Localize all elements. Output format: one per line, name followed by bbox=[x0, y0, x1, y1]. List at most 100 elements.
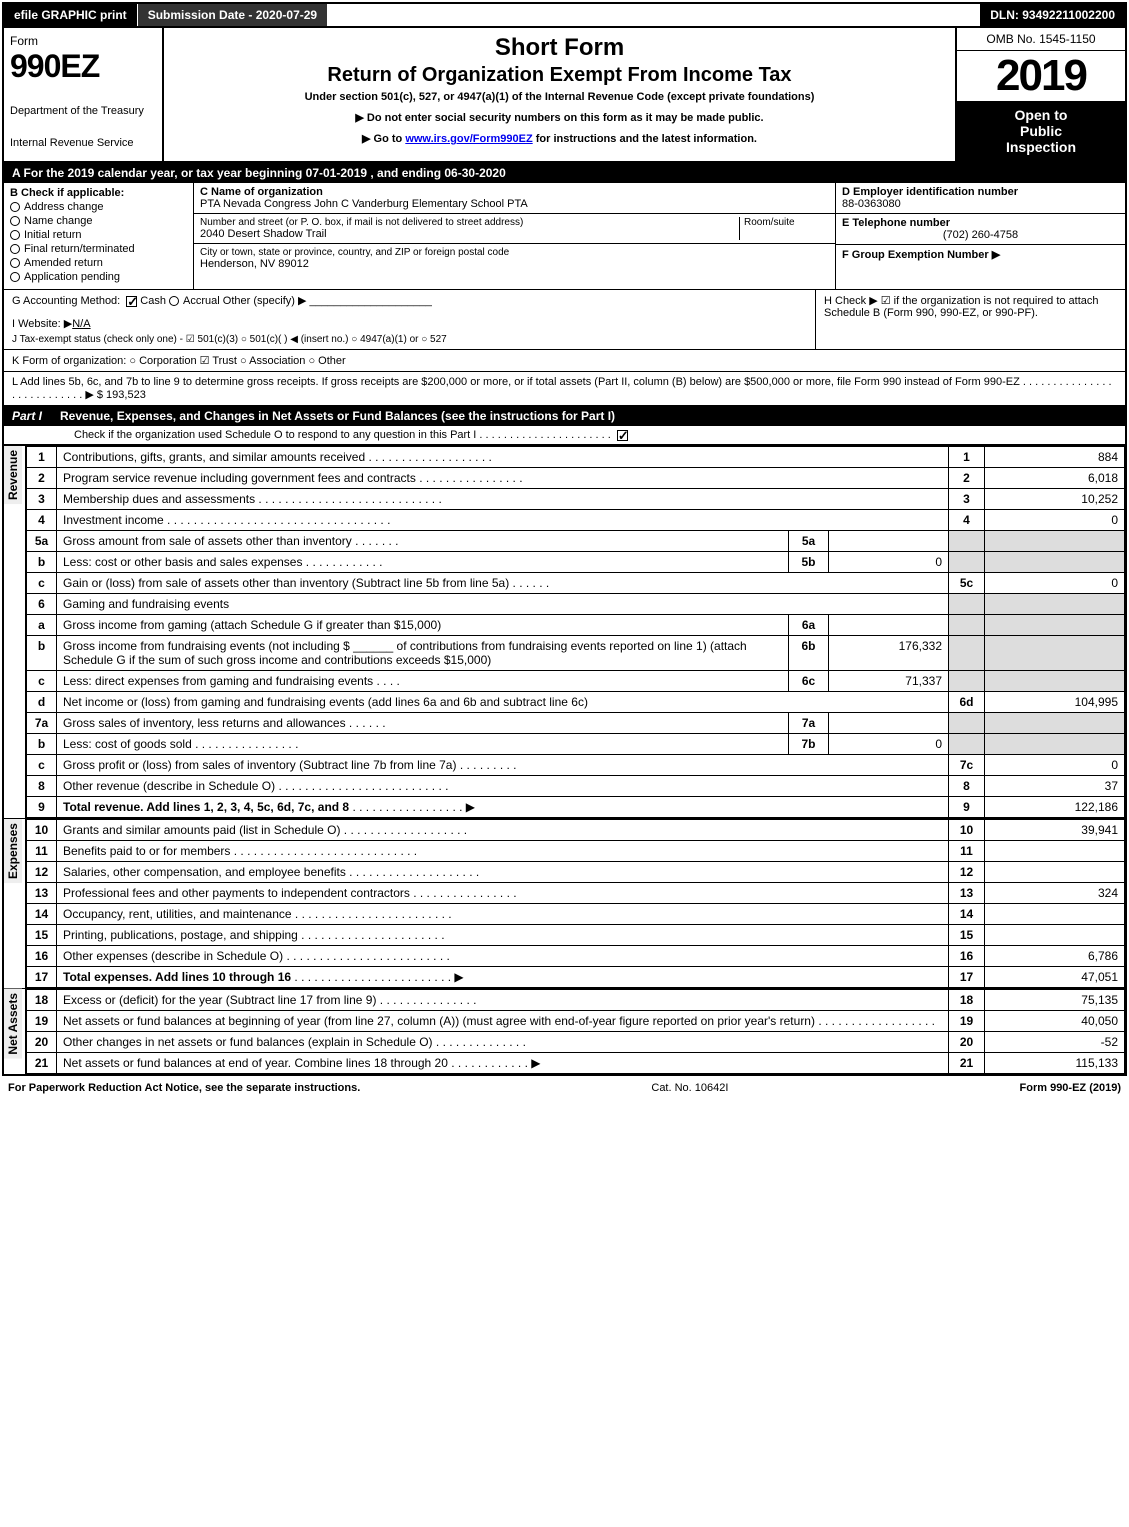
org-name-label: C Name of organization bbox=[200, 186, 823, 198]
revenue-side-label: Revenue bbox=[4, 446, 26, 818]
section-g: G Accounting Method: Cash Accrual Other … bbox=[12, 294, 807, 307]
dln-label: DLN: 93492211002200 bbox=[980, 4, 1125, 26]
section-b: B Check if applicable: Address change Na… bbox=[4, 183, 194, 289]
form-header: Form 990EZ Department of the Treasury In… bbox=[4, 28, 1125, 163]
section-f: F Group Exemption Number ▶ bbox=[836, 245, 1125, 264]
public: Public bbox=[961, 123, 1121, 139]
net-assets-table: 18Excess or (deficit) for the year (Subt… bbox=[26, 989, 1125, 1074]
section-k: K Form of organization: ○ Corporation ☑ … bbox=[4, 350, 1125, 372]
expenses-table: 10Grants and similar amounts paid (list … bbox=[26, 819, 1125, 988]
line-20: 20Other changes in net assets or fund ba… bbox=[27, 1032, 1125, 1053]
line-11: 11Benefits paid to or for members . . . … bbox=[27, 841, 1125, 862]
opt-amended-return[interactable]: Amended return bbox=[10, 257, 187, 269]
line-5c: cGain or (loss) from sale of assets othe… bbox=[27, 573, 1125, 594]
gross-receipts-amount: ▶ $ 193,523 bbox=[85, 389, 145, 401]
org-name-row: C Name of organization PTA Nevada Congre… bbox=[194, 183, 835, 214]
section-j: J Tax-exempt status (check only one) - ☑… bbox=[12, 334, 807, 345]
line-14: 14Occupancy, rent, utilities, and mainte… bbox=[27, 904, 1125, 925]
line-19: 19Net assets or fund balances at beginni… bbox=[27, 1011, 1125, 1032]
under-section: Under section 501(c), 527, or 4947(a)(1)… bbox=[176, 91, 943, 103]
city-state-zip: Henderson, NV 89012 bbox=[200, 258, 829, 270]
line-7c: cGross profit or (loss) from sales of in… bbox=[27, 755, 1125, 776]
form-number: 990EZ bbox=[10, 48, 156, 85]
line-8: 8Other revenue (describe in Schedule O) … bbox=[27, 776, 1125, 797]
ein-value: 88-0363080 bbox=[842, 198, 1119, 210]
section-h: H Check ▶ ☑ if the organization is not r… bbox=[815, 290, 1125, 349]
cash-checkbox[interactable] bbox=[126, 296, 137, 307]
phone-label: E Telephone number bbox=[842, 217, 1119, 229]
goto-notice: ▶ Go to www.irs.gov/Form990EZ for instru… bbox=[176, 132, 943, 145]
schedule-o-checkbox[interactable] bbox=[617, 430, 628, 441]
open-to: Open to bbox=[961, 107, 1121, 123]
line-7b: bLess: cost of goods sold . . . . . . . … bbox=[27, 734, 1125, 755]
line-6b: bGross income from fundraising events (n… bbox=[27, 636, 1125, 671]
city-label: City or town, state or province, country… bbox=[200, 247, 829, 258]
return-title: Return of Organization Exempt From Incom… bbox=[176, 64, 943, 87]
opt-address-change[interactable]: Address change bbox=[10, 201, 187, 213]
accrual-radio[interactable] bbox=[169, 296, 179, 306]
submission-date-button[interactable]: Submission Date - 2020-07-29 bbox=[138, 4, 328, 26]
line-10: 10Grants and similar amounts paid (list … bbox=[27, 820, 1125, 841]
section-e: E Telephone number (702) 260-4758 bbox=[836, 214, 1125, 245]
part1-header: Part I Revenue, Expenses, and Changes in… bbox=[4, 406, 1125, 426]
form-990ez: efile GRAPHIC print Submission Date - 20… bbox=[2, 2, 1127, 1076]
efile-print-button[interactable]: efile GRAPHIC print bbox=[4, 4, 138, 26]
inspection: Inspection bbox=[961, 139, 1121, 155]
header-right: OMB No. 1545-1150 2019 Open to Public In… bbox=[955, 28, 1125, 161]
tax-year: 2019 bbox=[957, 51, 1125, 101]
opt-initial-return[interactable]: Initial return bbox=[10, 229, 187, 241]
expenses-side-label: Expenses bbox=[4, 819, 26, 988]
dept-treasury: Department of the Treasury bbox=[10, 105, 156, 117]
tax-period: A For the 2019 calendar year, or tax yea… bbox=[4, 163, 1125, 183]
omb-number: OMB No. 1545-1150 bbox=[957, 28, 1125, 51]
section-c: C Name of organization PTA Nevada Congre… bbox=[194, 183, 835, 289]
phone-value: (702) 260-4758 bbox=[842, 229, 1119, 241]
topbar-spacer bbox=[328, 4, 980, 26]
section-d: D Employer identification number 88-0363… bbox=[836, 183, 1125, 214]
header-left: Form 990EZ Department of the Treasury In… bbox=[4, 28, 164, 161]
room-label: Room/suite bbox=[744, 217, 829, 228]
revenue-table: 1Contributions, gifts, grants, and simil… bbox=[26, 446, 1125, 818]
revenue-section: Revenue 1Contributions, gifts, grants, a… bbox=[4, 445, 1125, 818]
opt-name-change[interactable]: Name change bbox=[10, 215, 187, 227]
group-exemption-label: F Group Exemption Number ▶ bbox=[842, 249, 1000, 261]
part1-check-line: Check if the organization used Schedule … bbox=[4, 426, 1125, 445]
line-6a: aGross income from gaming (attach Schedu… bbox=[27, 615, 1125, 636]
line-6d: dNet income or (loss) from gaming and fu… bbox=[27, 692, 1125, 713]
part1-title: Revenue, Expenses, and Changes in Net As… bbox=[60, 409, 615, 423]
info-right: D Employer identification number 88-0363… bbox=[835, 183, 1125, 289]
line-13: 13Professional fees and other payments t… bbox=[27, 883, 1125, 904]
line-17: 17Total expenses. Add lines 10 through 1… bbox=[27, 967, 1125, 988]
section-i: I Website: ▶N/A bbox=[12, 317, 807, 330]
ssn-notice: ▶ Do not enter social security numbers o… bbox=[176, 111, 943, 124]
ein-label: D Employer identification number bbox=[842, 186, 1119, 198]
line-1: 1Contributions, gifts, grants, and simil… bbox=[27, 447, 1125, 468]
net-assets-side-label: Net Assets bbox=[4, 989, 26, 1074]
open-public-badge: Open to Public Inspection bbox=[957, 101, 1125, 161]
opt-final-return[interactable]: Final return/terminated bbox=[10, 243, 187, 255]
irs-link[interactable]: www.irs.gov/Form990EZ bbox=[405, 133, 532, 145]
info-block: B Check if applicable: Address change Na… bbox=[4, 183, 1125, 290]
line-2: 2Program service revenue including gover… bbox=[27, 468, 1125, 489]
line-5b: bLess: cost or other basis and sales exp… bbox=[27, 552, 1125, 573]
street-label: Number and street (or P. O. box, if mail… bbox=[200, 217, 739, 228]
city-row: City or town, state or province, country… bbox=[194, 244, 835, 273]
line-21: 21Net assets or fund balances at end of … bbox=[27, 1053, 1125, 1074]
line-5a: 5aGross amount from sale of assets other… bbox=[27, 531, 1125, 552]
paperwork-notice: For Paperwork Reduction Act Notice, see … bbox=[8, 1082, 360, 1094]
line-3: 3Membership dues and assessments . . . .… bbox=[27, 489, 1125, 510]
opt-application-pending[interactable]: Application pending bbox=[10, 271, 187, 283]
form-word: Form bbox=[10, 34, 156, 48]
form-id-footer: Form 990-EZ (2019) bbox=[1020, 1082, 1121, 1094]
goto-post: for instructions and the latest informat… bbox=[533, 133, 757, 145]
short-form-title: Short Form bbox=[176, 34, 943, 62]
net-assets-section: Net Assets 18Excess or (deficit) for the… bbox=[4, 988, 1125, 1074]
section-l: L Add lines 5b, 6c, and 7b to line 9 to … bbox=[4, 372, 1125, 406]
website-value: N/A bbox=[72, 318, 90, 330]
line-16: 16Other expenses (describe in Schedule O… bbox=[27, 946, 1125, 967]
line-7a: 7aGross sales of inventory, less returns… bbox=[27, 713, 1125, 734]
dept-irs: Internal Revenue Service bbox=[10, 137, 156, 149]
section-b-label: B Check if applicable: bbox=[10, 187, 187, 199]
accounting-website-block: G Accounting Method: Cash Accrual Other … bbox=[4, 290, 1125, 350]
top-bar: efile GRAPHIC print Submission Date - 20… bbox=[4, 4, 1125, 28]
